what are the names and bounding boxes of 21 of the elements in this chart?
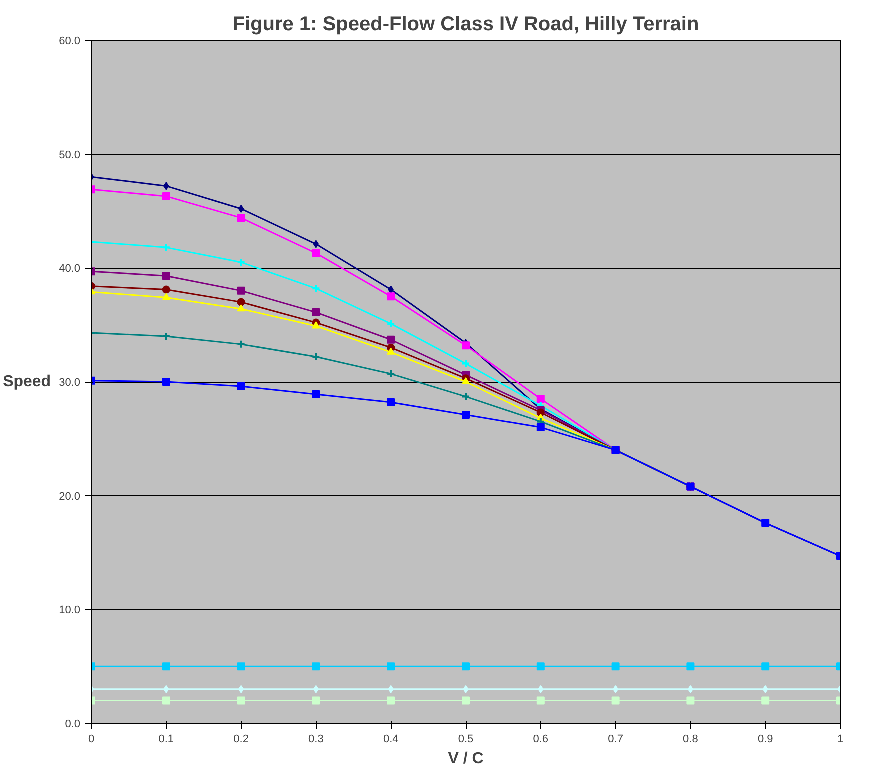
y-tick-label: 50.0 (59, 149, 81, 162)
x-tick-label: 0.3 (308, 734, 324, 746)
y-tick-label: 0.0 (65, 718, 81, 730)
y-tick-label: 40.0 (59, 263, 81, 276)
y-tick-label: 20.0 (59, 490, 81, 503)
x-tick-label: 0.9 (758, 734, 774, 746)
y-tick-label: 30.0 (59, 377, 81, 389)
y-tick-label: 10.0 (59, 604, 81, 617)
x-tick-label: 0 (88, 734, 95, 746)
x-tick-label: 0.2 (234, 734, 249, 746)
chart-title: Figure 1: Speed-Flow Class IV Road, Hilly Terrain (232, 14, 700, 36)
x-tick-label: 0.8 (683, 734, 698, 746)
x-tick-label: 0.4 (383, 734, 399, 746)
x-tick-label: 0.7 (608, 734, 624, 746)
y-axis-title: Speed (3, 374, 52, 390)
x-tick-label: 0.6 (533, 734, 549, 746)
y-tick-label: 60.0 (59, 36, 81, 48)
x-tick-label: 0.5 (458, 734, 474, 746)
x-tick-label: 1 (837, 734, 844, 746)
x-axis-title: V / C (448, 750, 484, 768)
x-tick-label: 0.1 (158, 734, 174, 746)
